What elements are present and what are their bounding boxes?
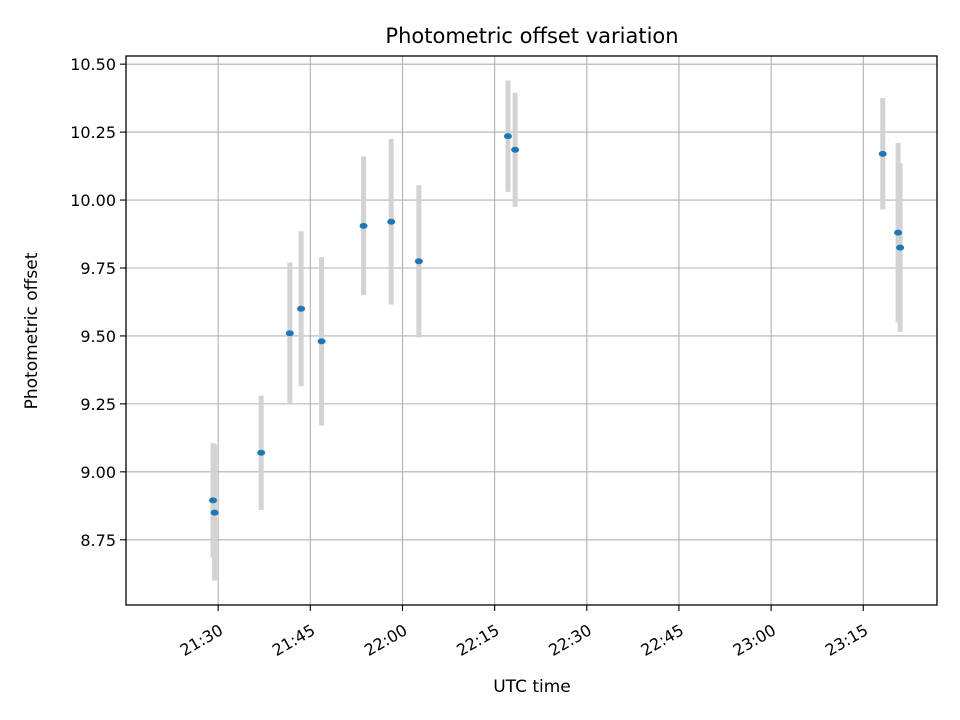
x-axis: 21:30 21:45 22:00 22:15 22:30 22:45 23:00 23:15 — [177, 605, 871, 660]
data-point — [878, 150, 887, 157]
data-point — [317, 338, 326, 345]
x-tick-label: 22:45 — [638, 620, 687, 660]
y-axis-title: Photometric offset — [22, 252, 42, 409]
data-point — [209, 497, 218, 504]
y-tick-label: 9.00 — [80, 463, 116, 482]
data-point — [297, 305, 306, 312]
x-axis-title: UTC time — [493, 677, 571, 697]
y-tick-label: 8.75 — [80, 531, 116, 550]
x-tick-label: 22:30 — [545, 620, 594, 660]
x-tick-label: 23:00 — [730, 620, 779, 660]
x-tick-label: 21:30 — [177, 620, 226, 660]
y-axis: 8.75 9.00 9.25 9.50 9.75 10.00 10.25 10.50 — [70, 55, 126, 550]
y-tick-label: 9.25 — [80, 395, 116, 414]
data-points — [209, 133, 905, 516]
y-tick-label: 9.50 — [80, 327, 116, 346]
x-tick-label: 22:15 — [453, 620, 502, 660]
data-point — [387, 218, 396, 225]
grid — [126, 56, 937, 605]
data-point — [359, 222, 368, 229]
data-point — [896, 244, 905, 251]
data-point — [894, 229, 903, 236]
y-tick-label: 10.25 — [70, 123, 116, 142]
data-point — [511, 146, 520, 153]
x-tick-label: 23:15 — [822, 620, 871, 660]
data-point — [285, 330, 294, 337]
plot-area-frame — [125, 55, 938, 606]
x-tick-label: 22:00 — [361, 620, 410, 660]
error-bars — [210, 80, 903, 581]
data-point — [503, 133, 512, 140]
chart-title: Photometric offset variation — [385, 24, 678, 48]
data-point — [414, 258, 423, 265]
y-tick-label: 9.75 — [80, 259, 116, 278]
data-point — [210, 509, 219, 516]
y-tick-label: 10.50 — [70, 55, 116, 74]
data-point — [257, 449, 266, 456]
x-tick-label: 21:45 — [269, 620, 318, 660]
y-tick-label: 10.00 — [70, 191, 116, 210]
